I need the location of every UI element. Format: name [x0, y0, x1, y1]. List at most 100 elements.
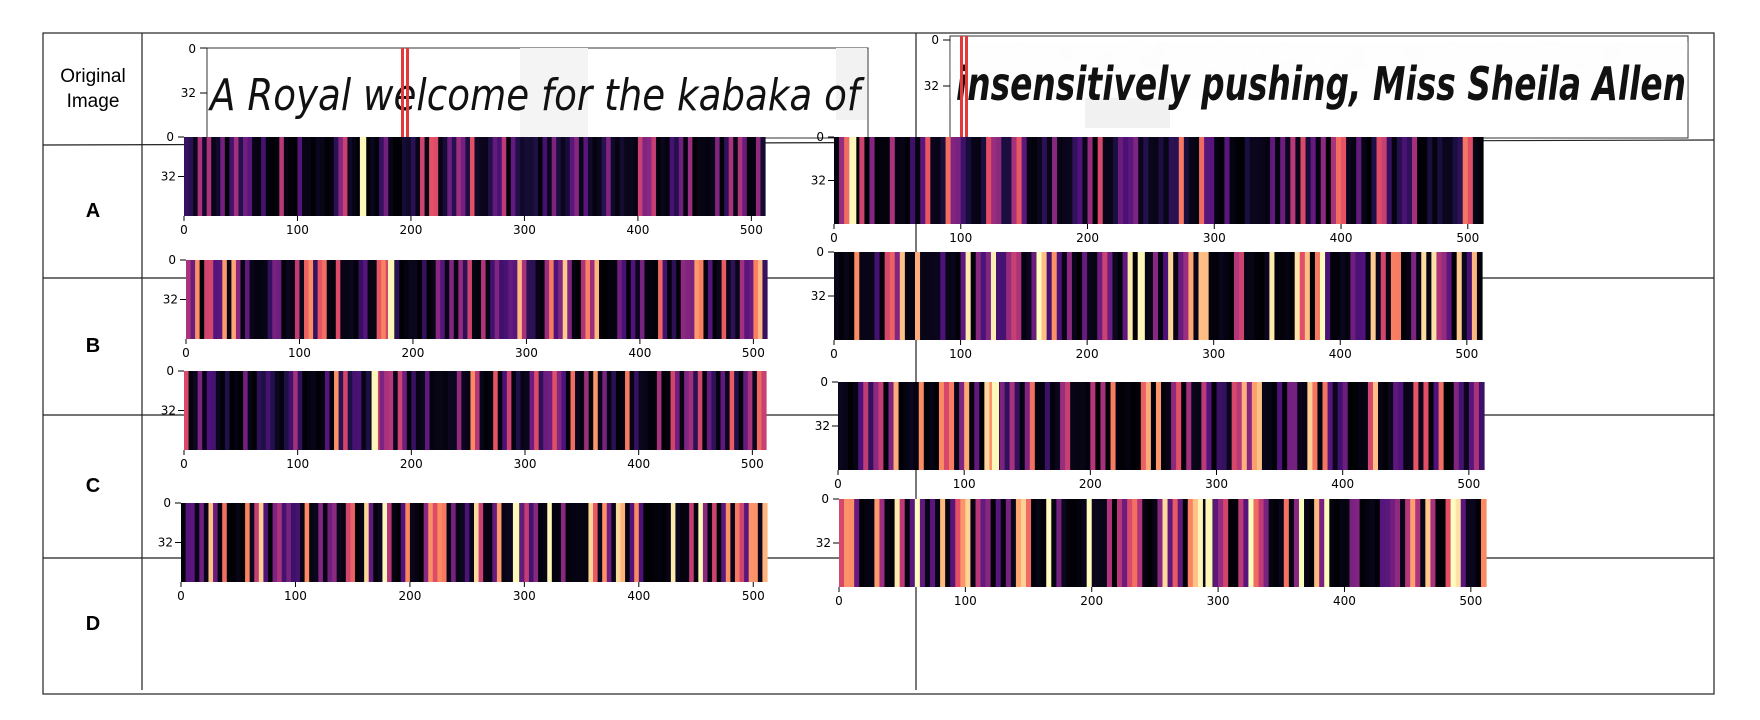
heatmap-stripe — [762, 260, 768, 339]
heatmap-stripe — [356, 137, 362, 216]
heatmap-stripe — [970, 252, 977, 340]
heatmap-stripe — [698, 260, 705, 339]
heatmap-stripe — [256, 137, 262, 216]
heatmap-stripe — [679, 371, 685, 450]
heatmap-stripe — [1275, 137, 1281, 224]
heatmap-stripe — [1390, 252, 1397, 340]
heatmap-stripe — [970, 499, 977, 587]
heatmap-stripe — [930, 252, 936, 340]
heatmap-stripe — [615, 371, 622, 450]
heatmap-stripe — [1421, 252, 1427, 340]
heatmap-stripe — [542, 503, 548, 582]
x-tick-label: 300 — [513, 589, 536, 603]
heatmap-stripe — [261, 137, 267, 216]
heatmap-stripe — [1431, 252, 1438, 340]
heatmap-stripe — [697, 371, 703, 450]
heatmap-stripe — [935, 499, 941, 587]
heatmap-stripe — [893, 382, 900, 470]
heatmap-stripe — [914, 499, 921, 587]
heatmap-panels: 0 32 0 100 200 300 400 500 0 32 0 100 200 300 400 500 0 3… — [158, 130, 1487, 608]
heatmap-stripe — [261, 371, 267, 450]
heatmap-stripe — [602, 503, 608, 582]
heatmap-stripe — [1142, 252, 1149, 340]
heatmap-stripe — [733, 137, 739, 216]
x-tick-label: 100 — [949, 347, 972, 361]
heatmap-stripe — [945, 499, 951, 587]
heatmap-stripe — [1211, 382, 1218, 470]
heatmap-stripe — [258, 503, 265, 582]
heatmap-stripe — [661, 371, 667, 450]
heatmap-stripe — [1049, 382, 1056, 470]
x-tick-label: 100 — [949, 231, 972, 245]
heatmap-stripe — [629, 371, 635, 450]
heatmap-stripe — [1166, 382, 1172, 470]
heatmap-stripe — [848, 382, 854, 470]
heatmap-stripe — [1137, 499, 1143, 587]
heatmap-stripe — [553, 260, 559, 339]
heatmap-stripe — [1450, 499, 1457, 587]
heatmap-stripe — [710, 137, 716, 216]
heatmap-stripe — [935, 252, 941, 340]
heatmap-stripe — [1251, 382, 1258, 470]
heatmap-stripe — [493, 371, 499, 450]
heatmap-stripe — [422, 260, 428, 339]
heatmap-stripe — [1092, 252, 1098, 340]
heatmap-stripe — [1196, 382, 1202, 470]
heatmap-stripe — [340, 260, 346, 339]
heatmap-stripe — [844, 499, 850, 587]
heatmap-stripe — [1031, 137, 1038, 224]
heatmap-stripe — [455, 503, 461, 582]
heatmap-stripe — [642, 137, 648, 216]
heatmap-stripe — [356, 371, 362, 450]
heatmap-stripe — [744, 260, 750, 339]
heatmap-stripe — [424, 137, 430, 216]
heatmap-stripe — [276, 260, 282, 339]
heatmap-stripe — [462, 260, 469, 339]
heatmap-stripe — [940, 252, 946, 340]
heatmap-stripe — [868, 382, 874, 470]
heatmap-stripe — [435, 260, 441, 339]
heatmap-stripe — [1060, 382, 1066, 470]
row-label-d: D — [85, 612, 101, 635]
heatmap-stripe — [1076, 499, 1083, 587]
heatmap-stripe — [1142, 499, 1148, 587]
heatmap-stripe — [610, 137, 616, 216]
x-tick-label: 400 — [628, 346, 651, 360]
heatmap-stripe — [483, 503, 489, 582]
heatmap-stripe — [338, 137, 344, 216]
heatmap-stripe — [1036, 137, 1043, 224]
heatmap-stripe — [1157, 499, 1164, 587]
heatmap-stripe — [358, 260, 364, 339]
heatmap-stripe — [1284, 252, 1291, 340]
heatmap-stripe — [367, 260, 373, 339]
heatmap-stripe — [960, 137, 967, 224]
x-tick-label: 400 — [627, 457, 650, 471]
heatmap-stripe — [306, 371, 312, 450]
heatmap-stripe — [347, 137, 353, 216]
heatmap-stripe — [1006, 252, 1012, 340]
heatmap-stripe — [1453, 382, 1460, 470]
heatmap-stripe — [1067, 137, 1073, 224]
heatmap-stripe — [924, 499, 931, 587]
heatmap-stripe — [904, 252, 911, 340]
heatmap-stripe — [484, 371, 490, 450]
heatmap-stripe — [619, 137, 625, 216]
heatmap-stripe — [1193, 252, 1200, 340]
heatmap-stripe — [955, 252, 962, 340]
heatmap-stripe — [299, 260, 305, 339]
heatmap-stripe — [1006, 137, 1013, 224]
heatmap-stripe — [1221, 382, 1228, 470]
heatmap-stripe — [392, 137, 398, 216]
heatmap-stripe — [712, 503, 718, 582]
heatmap-stripe — [336, 503, 342, 582]
heatmap-stripe — [1041, 499, 1047, 587]
heatmap-stripe — [1330, 137, 1337, 224]
heatmap-stripe — [730, 503, 736, 582]
heatmap-stripe — [252, 371, 258, 450]
heatmap-stripe — [753, 260, 759, 339]
heatmap-stripe — [725, 371, 731, 450]
heatmap-stripe — [1372, 382, 1379, 470]
heatmap-stripe — [388, 371, 394, 450]
heatmap-stripe — [1111, 499, 1118, 587]
